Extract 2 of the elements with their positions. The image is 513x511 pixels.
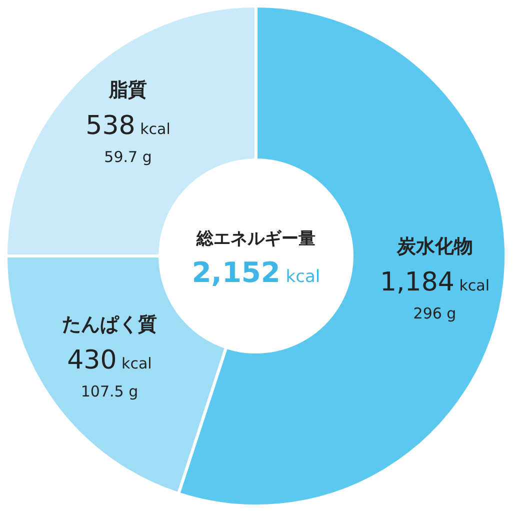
text: 総エネルギー量 <box>196 229 316 249</box>
text: 2,152 kcal <box>192 256 320 289</box>
